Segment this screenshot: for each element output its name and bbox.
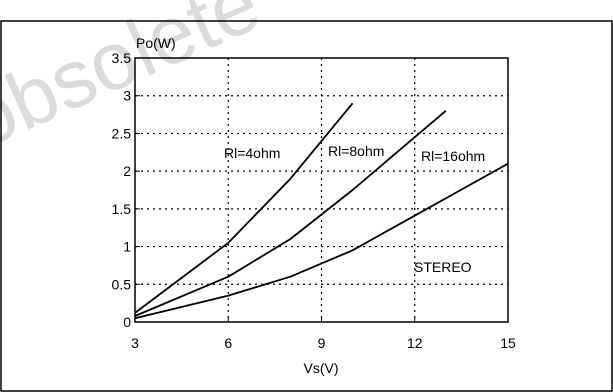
y-tick-labels: 0 0.5 1 1.5 2 2.5 3 3.5 [112, 50, 132, 330]
y-tick-label: 1.5 [112, 201, 132, 217]
series-line-2 [134, 110, 447, 317]
stereo-label: STEREO [414, 259, 472, 275]
series-label-2: Rl=8ohm [328, 143, 384, 159]
y-tick-label: 2 [123, 163, 131, 179]
series-line-3 [134, 162, 509, 320]
annotations: Rl=4ohm Rl=8ohm Rl=16ohm STEREO [224, 143, 485, 275]
tick-marks [134, 57, 509, 323]
x-axis-label: Vs(V) [304, 360, 339, 376]
y-tick-label: 2.5 [112, 125, 132, 141]
watermark-text: obsolete [0, 0, 273, 166]
y-axis-label: Po(W) [136, 35, 176, 51]
x-tick-label: 12 [407, 335, 423, 351]
x-tick-label: 6 [224, 335, 232, 351]
series-line-1 [134, 102, 354, 314]
y-tick-label: 0 [123, 314, 131, 330]
series-lines [134, 102, 509, 320]
grid-lines [135, 58, 508, 322]
y-tick-label: 0.5 [112, 276, 132, 292]
watermark: obsolete [0, 0, 273, 166]
series-label-1: Rl=4ohm [224, 145, 280, 161]
x-tick-label: 3 [131, 335, 139, 351]
x-tick-label: 15 [500, 335, 516, 351]
y-tick-label: 1 [123, 239, 131, 255]
y-tick-label: 3 [123, 88, 131, 104]
series-label-3: Rl=16ohm [421, 148, 485, 164]
x-tick-labels: 3 6 9 12 15 [131, 335, 516, 351]
x-tick-label: 9 [318, 335, 326, 351]
plot-area [134, 57, 509, 323]
figure-frame [0, 20, 613, 392]
y-tick-label: 3.5 [112, 50, 132, 66]
